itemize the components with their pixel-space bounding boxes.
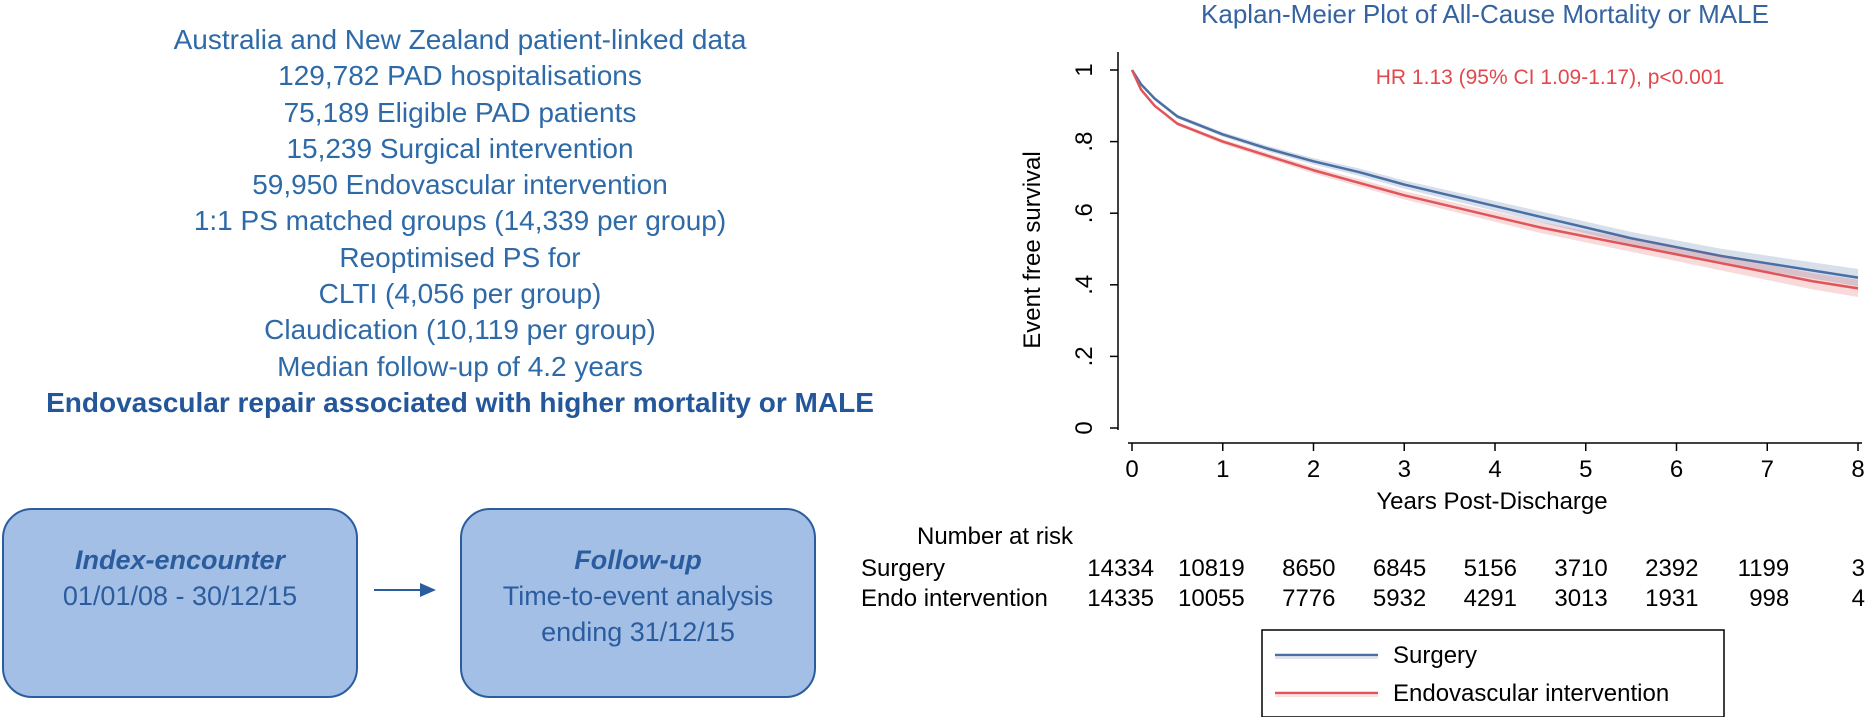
y-axis-label: Event free survival: [1019, 151, 1046, 348]
legend-label: Surgery: [1393, 642, 1477, 669]
x-tick-label: 6: [1670, 456, 1683, 483]
risk-value: 2392: [1645, 555, 1698, 582]
x-tick-label: 7: [1761, 456, 1774, 483]
risk-value: 3013: [1554, 585, 1607, 612]
risk-value: 10055: [1178, 585, 1245, 612]
series-line-0: [1130, 69, 1859, 279]
follow-up-title: Follow-up: [574, 545, 702, 575]
risk-value: 10819: [1178, 555, 1245, 582]
x-tick-label: 8: [1851, 456, 1864, 483]
x-axis-label: Years Post-Discharge: [1376, 488, 1607, 515]
risk-row-label: Endo intervention: [861, 585, 1048, 612]
x-tick-label: 4: [1488, 456, 1501, 483]
y-tick-label: 0: [1071, 421, 1098, 434]
risk-value: 5932: [1373, 585, 1426, 612]
ci-band-1: [1132, 70, 1858, 297]
follow-up-line1: Time-to-event analysis: [502, 581, 774, 611]
x-tick-label: 3: [1398, 456, 1411, 483]
x-tick-label: 2: [1307, 456, 1320, 483]
legend-box: [1261, 629, 1725, 717]
follow-up-line2: ending 31/12/15: [541, 617, 735, 647]
risk-table-title: Number at risk: [917, 523, 1074, 550]
flow-arrow-icon: [374, 583, 436, 597]
risk-table: Number at risk Surgery 14334 10819 8650 6845 5…: [861, 523, 1865, 612]
summary-line-claudication: Claudication (10,119 per group): [264, 314, 656, 346]
summary-line-clti: CLTI (4,056 per group): [318, 278, 602, 310]
chart-title: Kaplan-Meier Plot of All-Cause Mortality…: [1201, 0, 1769, 29]
hr-annotation: HR 1.13 (95% CI 1.09-1.17), p<0.001: [1376, 66, 1724, 89]
chart-axes: 0 1 2 3 4 5 6 7 8 0 .2 .4 .6 .8 1: [1071, 52, 1865, 483]
x-tick-label: 0: [1125, 456, 1138, 483]
x-tick-label: 1: [1216, 456, 1229, 483]
summary-line-surgical: 15,239 Surgical intervention: [286, 132, 634, 164]
legend-label: Endovascular intervention: [1393, 680, 1669, 707]
y-tick-label: 1: [1071, 63, 1098, 76]
risk-value: 1931: [1645, 585, 1698, 612]
risk-value: 7776: [1282, 585, 1335, 612]
chart-curves: [1130, 69, 1859, 297]
summary-line-endovascular: 59,950 Endovascular intervention: [252, 169, 668, 201]
risk-value: 998: [1749, 585, 1789, 612]
risk-value: 3710: [1554, 555, 1607, 582]
summary-conclusion: Endovascular repair associated with high…: [46, 386, 874, 418]
series-line-1: [1130, 69, 1859, 290]
y-tick-label: .2: [1071, 346, 1098, 366]
risk-value: 4: [1852, 585, 1865, 612]
summary-line-follow-up: Median follow-up of 4.2 years: [277, 350, 643, 382]
index-encounter-dates: 01/01/08 - 30/12/15: [62, 581, 298, 611]
risk-value: 5156: [1464, 555, 1517, 582]
index-encounter-box: Index-encounter 01/01/08 - 30/12/15: [2, 508, 358, 698]
summary-line-hospitalisations: 129,782 PAD hospitalisations: [278, 60, 642, 92]
risk-row-label: Surgery: [861, 555, 945, 582]
follow-up-box: Follow-up Time-to-event analysis ending …: [460, 508, 816, 698]
index-encounter-title: Index-encounter: [74, 545, 286, 575]
risk-value: 8650: [1282, 555, 1335, 582]
risk-value: 4291: [1464, 585, 1517, 612]
y-tick-label: .4: [1071, 275, 1098, 295]
ci-band-0: [1132, 70, 1858, 287]
summary-line-data-source: Australia and New Zealand patient-linked…: [173, 24, 747, 55]
chart-legend: Surgery Endovascular intervention: [1261, 629, 1725, 717]
y-tick-label: .8: [1071, 132, 1098, 152]
summary-panel: Australia and New Zealand patient-linked…: [0, 22, 920, 421]
risk-value: 14334: [1087, 555, 1154, 582]
risk-value: 6845: [1373, 555, 1426, 582]
summary-line-matched: 1:1 PS matched groups (14,339 per group): [193, 205, 727, 237]
risk-value: 1199: [1738, 555, 1790, 582]
risk-value: 3: [1852, 555, 1865, 582]
summary-line-reoptimised: Reoptimised PS for: [339, 241, 581, 273]
summary-line-eligible: 75,189 Eligible PAD patients: [283, 96, 637, 128]
risk-value: 14335: [1087, 585, 1154, 612]
x-tick-label: 5: [1579, 456, 1592, 483]
y-tick-label: .6: [1071, 203, 1098, 223]
